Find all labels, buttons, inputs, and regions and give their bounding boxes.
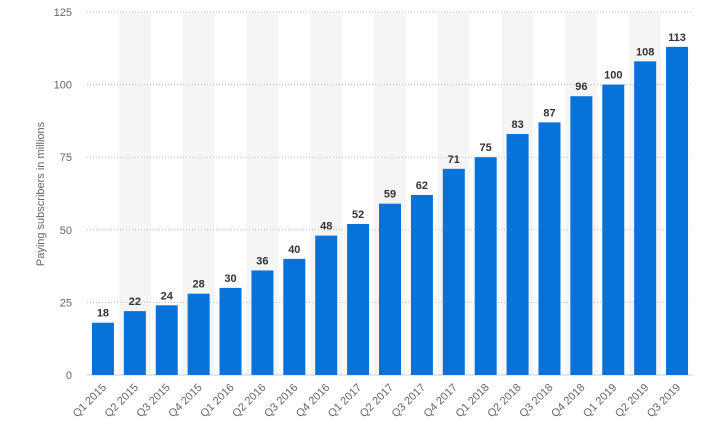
x-tick-label: Q2 2017 — [358, 382, 396, 420]
x-tick-label: Q4 2017 — [422, 382, 460, 420]
y-tick-label: 75 — [60, 152, 72, 164]
data-label: 28 — [193, 279, 205, 291]
data-label: 18 — [97, 308, 109, 320]
y-tick-label: 100 — [54, 80, 72, 92]
x-tick-label: Q3 2018 — [517, 382, 555, 420]
bar — [602, 84, 625, 375]
data-label: 40 — [288, 244, 300, 256]
bar — [474, 157, 497, 375]
bar — [219, 287, 242, 375]
data-label: 30 — [224, 273, 236, 285]
bar — [538, 122, 561, 376]
bar — [123, 311, 146, 375]
bar — [570, 96, 593, 375]
data-label: 52 — [352, 209, 364, 221]
data-label: 48 — [320, 221, 332, 233]
data-label: 36 — [256, 255, 268, 267]
x-tick-label: Q2 2016 — [230, 382, 268, 420]
x-tick-label: Q1 2018 — [453, 382, 491, 420]
data-label: 113 — [668, 32, 686, 44]
x-tick-label: Q4 2018 — [549, 382, 587, 420]
x-tick-label: Q4 2015 — [166, 382, 204, 420]
x-tick-label: Q1 2016 — [198, 382, 236, 420]
data-label: 62 — [416, 180, 428, 192]
x-tick-label: Q3 2016 — [262, 382, 300, 420]
bar — [506, 133, 529, 375]
data-label: 100 — [604, 70, 622, 82]
x-tick-label: Q1 2015 — [71, 382, 109, 420]
y-tick-label: 25 — [60, 297, 72, 309]
data-label: 87 — [543, 107, 555, 119]
x-tick-label: Q1 2017 — [326, 382, 364, 420]
x-tick-label: Q3 2015 — [135, 382, 173, 420]
data-label: 24 — [161, 290, 174, 302]
bar — [634, 61, 657, 375]
data-label: 83 — [511, 119, 523, 131]
data-label: 71 — [448, 154, 460, 166]
x-tick-label: Q4 2016 — [294, 382, 332, 420]
bar — [347, 223, 370, 375]
bar-series — [91, 46, 689, 376]
bar — [283, 258, 306, 375]
x-tick-label: Q3 2017 — [390, 382, 428, 420]
bar — [442, 168, 465, 375]
x-tick-label: Q2 2018 — [485, 382, 523, 420]
bar — [91, 322, 114, 375]
x-tick-label: Q2 2019 — [613, 382, 651, 420]
x-tick-label: Q3 2019 — [645, 382, 683, 420]
y-tick-label: 0 — [66, 370, 72, 382]
x-tick-label: Q1 2019 — [581, 382, 619, 420]
bar — [666, 46, 689, 376]
bar — [379, 203, 401, 375]
data-label: 75 — [480, 142, 492, 154]
data-label: 59 — [384, 189, 396, 201]
data-label: 96 — [575, 81, 587, 93]
bar — [155, 305, 178, 375]
y-tick-label: 125 — [54, 7, 72, 19]
y-axis-title: Paying subscribers in millions — [35, 121, 47, 267]
x-tick-label: Q2 2015 — [103, 382, 141, 420]
y-tick-label: 50 — [60, 225, 72, 237]
data-labels: 18 22 24 28 30 36 40 48 52 59 62 71 75 83 87 96 100 108 11… — [97, 32, 686, 320]
bar — [315, 235, 338, 375]
bar — [251, 270, 274, 375]
data-label: 108 — [636, 46, 654, 58]
bar — [187, 293, 210, 375]
data-label: 22 — [129, 296, 141, 308]
bar — [410, 194, 433, 375]
y-axis-ticks: 0 25 50 75 100 125 — [54, 7, 72, 382]
